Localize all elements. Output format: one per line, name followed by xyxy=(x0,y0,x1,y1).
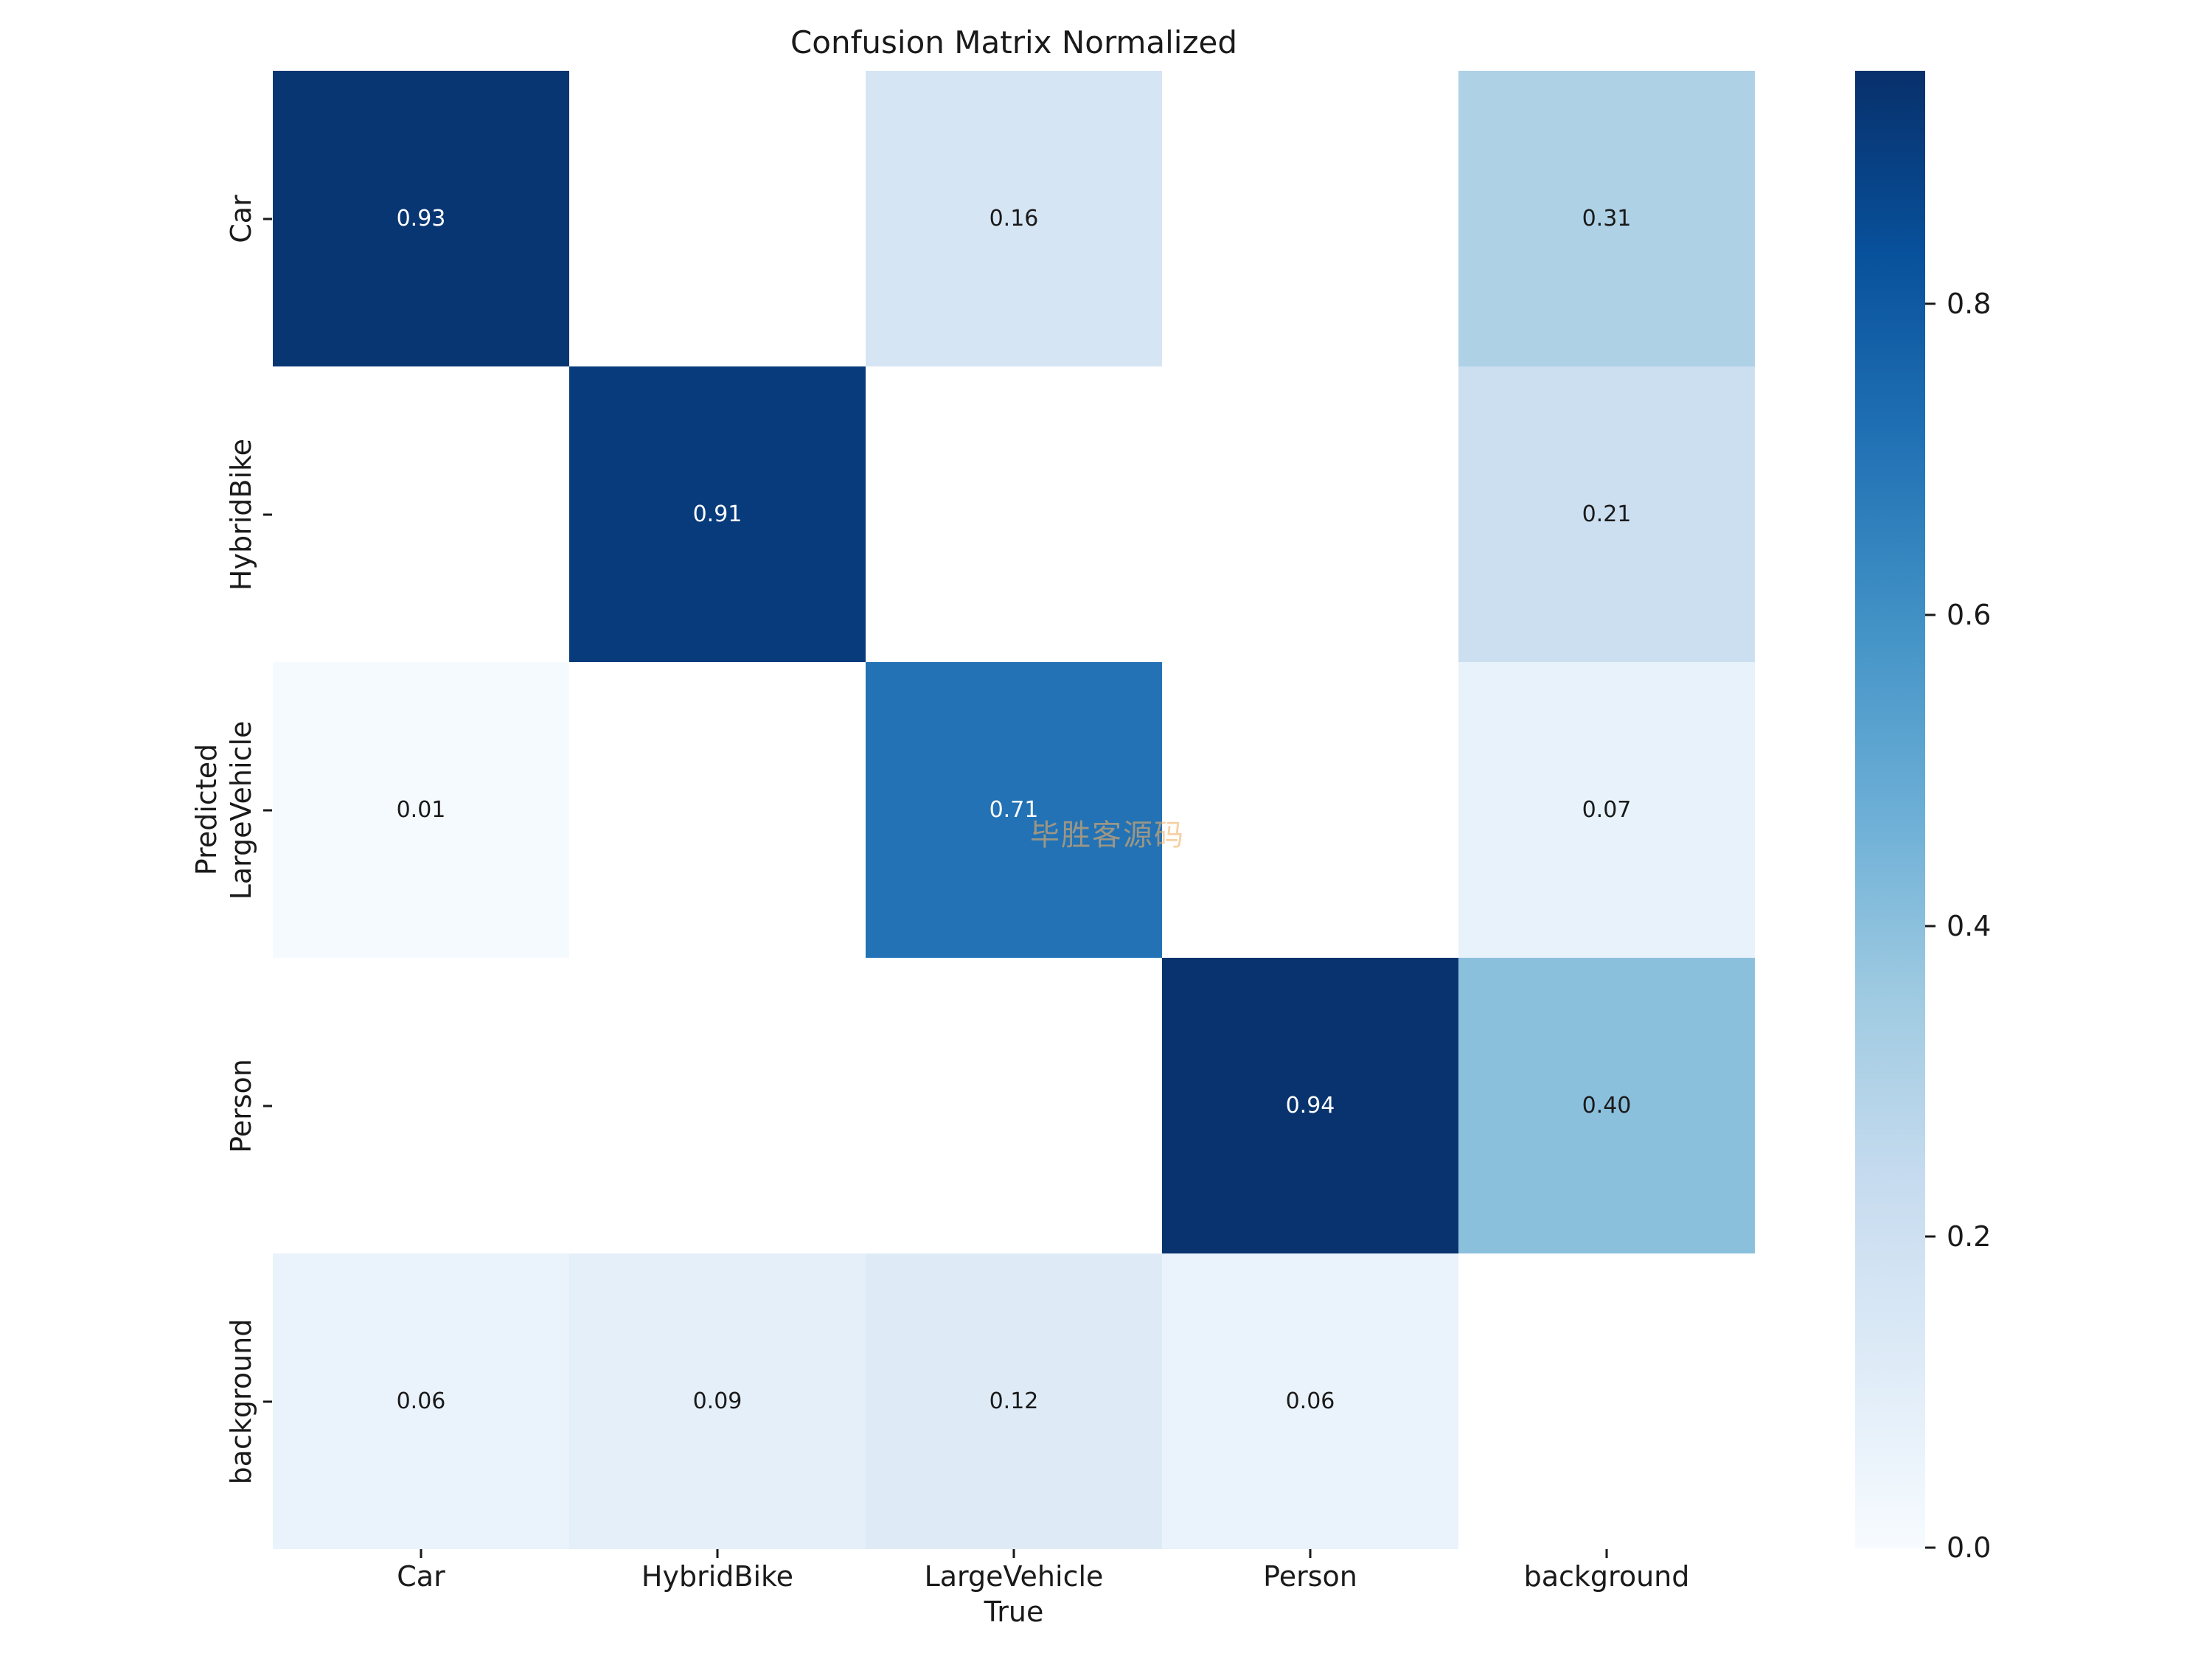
heatmap-cell-HybridBike-Car xyxy=(273,366,569,662)
cell-value: 0.94 xyxy=(1285,1092,1335,1119)
y-tick-mark xyxy=(263,513,272,515)
colorbar-tick-label: 0.0 xyxy=(1947,1531,1992,1564)
heatmap-cell-Car-background: 0.31 xyxy=(1458,71,1755,366)
colorbar: 0.8 0.6 0.4 0.2 0.0 xyxy=(1855,71,1991,1564)
x-tick-label: Person xyxy=(1263,1560,1357,1593)
x-tick-label: HybridBike xyxy=(641,1560,794,1593)
y-tick-mark xyxy=(263,809,272,811)
cell-value: 0.93 xyxy=(396,205,446,232)
y-tick-mark xyxy=(263,1400,272,1402)
chart-title: Confusion Matrix Normalized xyxy=(790,24,1238,60)
cell-value: 0.09 xyxy=(692,1388,742,1414)
heatmap-cell-HybridBike-HybridBike: 0.91 xyxy=(569,366,866,662)
colorbar-tick-mark xyxy=(1925,925,1935,928)
x-tick-mark xyxy=(1012,1549,1015,1558)
watermark: 毕胜客源码 xyxy=(1030,818,1185,852)
heatmap-cell-background-Car: 0.06 xyxy=(273,1253,569,1549)
heatmap-cell-Car-Person xyxy=(1162,71,1458,366)
x-tick-mark xyxy=(1309,1549,1312,1558)
colorbar-tick-mark xyxy=(1925,1235,1935,1238)
cell-value: 0.31 xyxy=(1582,205,1632,232)
heatmap-cell-HybridBike-background: 0.21 xyxy=(1458,366,1755,662)
cell-value: 0.07 xyxy=(1582,796,1632,823)
heatmap-cell-LargeVehicle-Person xyxy=(1162,662,1458,958)
x-tick-label: background xyxy=(1523,1560,1690,1593)
heatmap-cell-Car-HybridBike xyxy=(569,71,866,366)
x-tick-mark xyxy=(716,1549,719,1558)
y-tick-label: Car xyxy=(225,194,257,243)
heatmap-cell-Person-HybridBike xyxy=(569,958,866,1253)
heatmap-cell-background-Person: 0.06 xyxy=(1162,1253,1458,1549)
colorbar-tick-mark xyxy=(1925,302,1935,305)
y-tick-mark xyxy=(263,218,272,220)
heatmap-cell-Person-Car xyxy=(273,958,569,1253)
x-tick-mark xyxy=(1605,1549,1608,1558)
cell-value: 0.40 xyxy=(1582,1092,1632,1119)
heatmap-cell-background-LargeVehicle: 0.12 xyxy=(866,1253,1162,1549)
cell-value: 0.91 xyxy=(692,501,742,527)
y-axis-title: Predicted xyxy=(190,743,223,876)
colorbar-tick-label: 0.8 xyxy=(1947,288,1992,321)
colorbar-gradient xyxy=(1855,71,1925,1548)
heatmap-cell-Person-LargeVehicle xyxy=(866,958,1162,1253)
cell-value: 0.06 xyxy=(1285,1388,1335,1414)
x-tick-label: LargeVehicle xyxy=(924,1560,1104,1593)
heatmap-cell-Person-Person: 0.94 xyxy=(1162,958,1458,1253)
x-tick-mark xyxy=(420,1549,422,1558)
colorbar-tick-label: 0.6 xyxy=(1947,598,1992,631)
y-tick-mark xyxy=(263,1105,272,1107)
y-tick-label: LargeVehicle xyxy=(225,720,257,900)
colorbar-tick-mark xyxy=(1925,613,1935,616)
heatmap-cell-background-background xyxy=(1458,1253,1755,1549)
x-tick-label: Car xyxy=(397,1560,445,1593)
y-tick-label: Person xyxy=(225,1058,257,1153)
cell-value: 0.01 xyxy=(396,796,446,823)
cell-value: 0.16 xyxy=(989,205,1039,232)
cell-value: 0.21 xyxy=(1582,501,1632,527)
heatmap-cell-Car-LargeVehicle: 0.16 xyxy=(866,71,1162,366)
heatmap-cell-background-HybridBike: 0.09 xyxy=(569,1253,866,1549)
cell-value: 0.71 xyxy=(989,796,1039,823)
colorbar-tick-label: 0.2 xyxy=(1947,1220,1992,1253)
heatmap-cell-HybridBike-Person xyxy=(1162,366,1458,662)
y-tick-label: background xyxy=(225,1318,257,1484)
heatmap-cell-Car-Car: 0.93 xyxy=(273,71,569,366)
y-tick-label: HybridBike xyxy=(225,438,257,591)
x-axis-title: True xyxy=(984,1596,1044,1628)
cell-value: 0.12 xyxy=(989,1388,1039,1414)
heatmap-cell-LargeVehicle-LargeVehicle: 0.71 xyxy=(866,662,1162,958)
heatmap-cell-HybridBike-LargeVehicle xyxy=(866,366,1162,662)
colorbar-tick-label: 0.4 xyxy=(1947,909,1992,942)
heatmap-plot: 0.93 0.16 0.31 0.91 0.21 0.01 0.71 0.07 0.94 0.40… xyxy=(273,71,1755,1549)
heatmap-cell-Person-background: 0.40 xyxy=(1458,958,1755,1253)
cell-value: 0.06 xyxy=(396,1388,446,1414)
heatmap-cell-LargeVehicle-Car: 0.01 xyxy=(273,662,569,958)
heatmap-cell-LargeVehicle-HybridBike xyxy=(569,662,866,958)
colorbar-tick-mark xyxy=(1925,1546,1935,1549)
heatmap-cell-LargeVehicle-background: 0.07 xyxy=(1458,662,1755,958)
